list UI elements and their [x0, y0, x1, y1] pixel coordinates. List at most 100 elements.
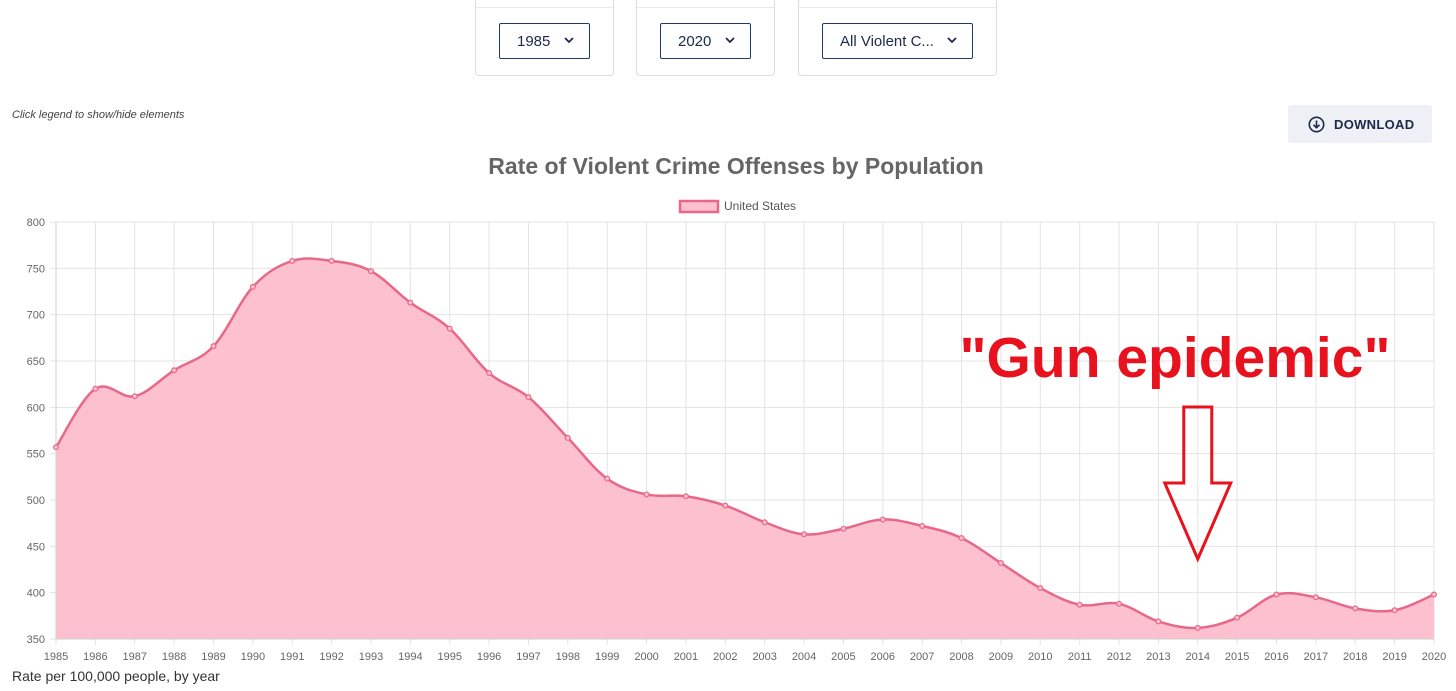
- annotation-text: "Gun epidemic": [960, 326, 1391, 390]
- y-tick-label: 800: [27, 217, 45, 229]
- x-tick-label: 2009: [989, 651, 1013, 663]
- card-divider: [476, 7, 613, 8]
- download-button[interactable]: DOWNLOAD: [1288, 105, 1432, 143]
- x-tick-label: 1989: [201, 651, 225, 663]
- y-tick-label: 550: [27, 449, 45, 461]
- series-fill: [56, 258, 1434, 639]
- start-year-card: 1985: [475, 0, 614, 76]
- data-points: [52, 257, 1437, 631]
- data-point: [328, 257, 335, 264]
- x-tick-label: 2014: [1186, 651, 1210, 663]
- end-year-card: 2020: [636, 0, 775, 76]
- x-tick-label: 2017: [1304, 651, 1328, 663]
- legend-swatch[interactable]: [678, 199, 720, 214]
- data-point: [1273, 591, 1280, 598]
- x-tick-label: 2002: [713, 651, 737, 663]
- x-tick-label: 1987: [123, 651, 147, 663]
- footer-note: Rate per 100,000 people, by year: [12, 668, 220, 684]
- data-point: [1155, 618, 1162, 625]
- data-point: [131, 393, 138, 400]
- x-tick-label: 1985: [44, 651, 68, 663]
- x-tick-label: 2000: [634, 651, 658, 663]
- offense-select[interactable]: All Violent C...: [822, 23, 973, 59]
- data-point: [997, 560, 1004, 567]
- x-tick-label: 1992: [319, 651, 343, 663]
- y-tick-label: 700: [27, 310, 45, 322]
- chevron-down-icon: [725, 37, 735, 44]
- x-tick-label: 2013: [1146, 651, 1170, 663]
- down-arrow-icon: [1162, 405, 1234, 563]
- y-tick-label: 650: [27, 356, 45, 368]
- data-point: [643, 491, 650, 498]
- data-point: [92, 385, 99, 392]
- data-point: [1076, 601, 1083, 608]
- data-point: [564, 434, 571, 441]
- x-tick-label: 2005: [831, 651, 855, 663]
- data-point: [407, 299, 414, 306]
- x-tick-label: 2007: [910, 651, 934, 663]
- axes: 350 400 450 500 550 600 650 700 750 800 1985 1986 19…: [27, 217, 1447, 663]
- x-tick-label: 2001: [674, 651, 698, 663]
- data-point: [249, 283, 256, 290]
- x-tick-label: 2011: [1068, 651, 1092, 663]
- x-tick-label: 1986: [83, 651, 107, 663]
- data-point: [1116, 600, 1123, 607]
- x-tick-label: 1993: [359, 651, 383, 663]
- x-tick-label: 2020: [1422, 651, 1446, 663]
- chevron-down-icon: [947, 37, 957, 44]
- data-point: [1037, 585, 1044, 592]
- offense-card: All Violent C...: [798, 0, 997, 76]
- x-tick-label: 2006: [871, 651, 895, 663]
- series-area: [54, 257, 1435, 639]
- legend-label[interactable]: United States: [724, 199, 796, 213]
- data-point: [210, 343, 217, 350]
- y-tick-label: 450: [27, 541, 45, 553]
- data-point: [289, 257, 296, 264]
- y-tick-label: 350: [27, 634, 45, 646]
- data-point: [367, 268, 374, 275]
- x-tick-label: 1990: [241, 651, 265, 663]
- data-point: [761, 519, 768, 526]
- x-tick-label: 1991: [280, 651, 304, 663]
- x-tick-label: 2004: [792, 651, 816, 663]
- data-point: [722, 502, 729, 509]
- legend[interactable]: United States: [678, 199, 796, 214]
- data-point: [801, 531, 808, 538]
- chevron-down-icon: [564, 37, 574, 44]
- card-divider: [637, 7, 774, 8]
- data-point: [1391, 607, 1398, 614]
- x-tick-label: 2016: [1264, 651, 1288, 663]
- card-divider: [799, 7, 996, 8]
- x-tick-label: 1999: [595, 651, 619, 663]
- y-tick-label: 750: [27, 263, 45, 275]
- end-year-select[interactable]: 2020: [660, 23, 751, 59]
- x-tick-label: 1995: [437, 651, 461, 663]
- data-point: [919, 522, 926, 529]
- data-point: [879, 516, 886, 523]
- x-tick-label: 2012: [1107, 651, 1131, 663]
- x-tick-label: 1994: [398, 651, 422, 663]
- x-tick-label: 2003: [752, 651, 776, 663]
- x-tick-label: 2010: [1028, 651, 1052, 663]
- end-year-value: 2020: [678, 32, 712, 50]
- download-label: DOWNLOAD: [1334, 116, 1415, 132]
- x-tick-label: 2019: [1382, 651, 1406, 663]
- x-tick-label: 1998: [556, 651, 580, 663]
- start-year-value: 1985: [517, 32, 551, 50]
- y-tick-label: 500: [27, 495, 45, 507]
- download-circle-icon: [1308, 116, 1325, 132]
- x-tick-label: 1988: [162, 651, 186, 663]
- data-point: [171, 367, 178, 374]
- legend-hint: Click legend to show/hide elements: [12, 109, 185, 121]
- data-point: [1234, 614, 1241, 621]
- annotation: "Gun epidemic": [960, 326, 1391, 563]
- data-point: [958, 534, 965, 541]
- x-tick-label: 2018: [1343, 651, 1367, 663]
- data-point: [604, 475, 611, 482]
- data-point: [486, 370, 493, 377]
- start-year-select[interactable]: 1985: [499, 23, 590, 59]
- x-tick-label: 2008: [949, 651, 973, 663]
- data-point: [525, 394, 532, 401]
- data-point: [1352, 605, 1359, 612]
